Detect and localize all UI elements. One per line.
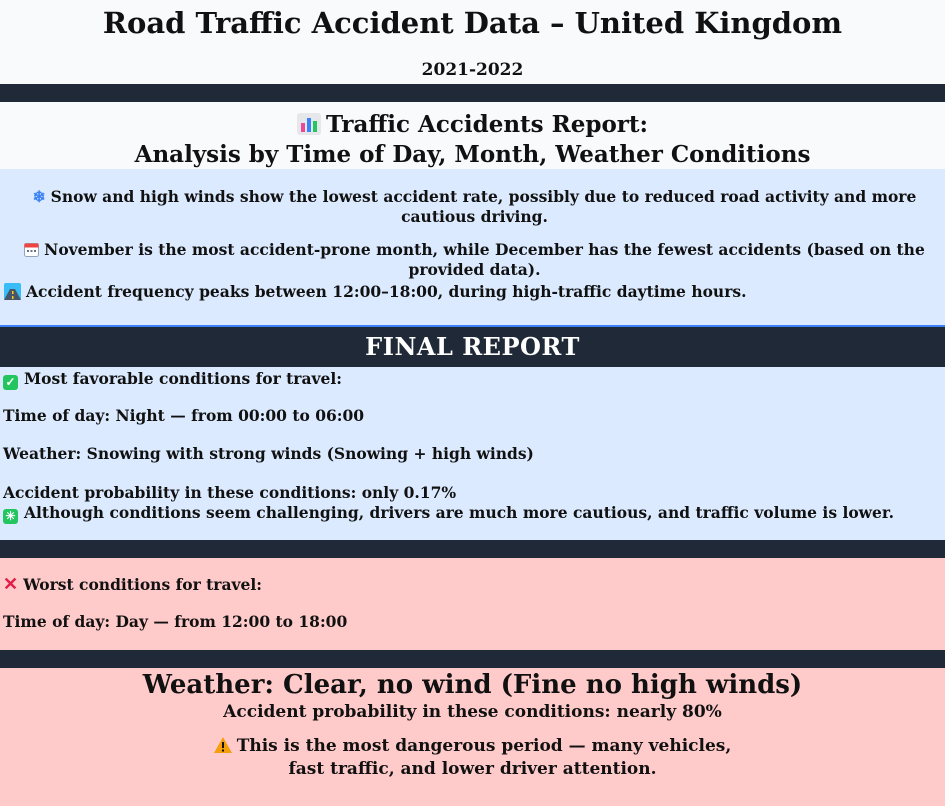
- best-probability: Accident probability in these conditions…: [3, 483, 457, 502]
- divider-bar: [0, 650, 945, 668]
- report-heading-line1: Traffic Accidents Report:: [325, 111, 649, 138]
- worst-conditions-section: ✕ Worst conditions for travel: Time of da…: [0, 558, 945, 650]
- divider-bar: [0, 84, 945, 102]
- sparkle-icon: ✳: [3, 509, 18, 524]
- insight-item: November is the most accident-prone mont…: [6, 240, 943, 280]
- worst-weather-section: Weather: Clear, no wind (Fine no high wi…: [0, 668, 945, 806]
- report-heading-line2: Analysis by Time of Day, Month, Weather …: [134, 141, 811, 168]
- page-title: Road Traffic Accident Data – United King…: [102, 6, 843, 40]
- period-label: 2021-2022: [421, 60, 524, 80]
- best-heading: ✓ Most favorable conditions for travel:: [3, 369, 342, 390]
- insight-item: Accident frequency peaks between 12:00–1…: [4, 282, 943, 302]
- calendar-icon: [24, 240, 40, 260]
- worst-heading: ✕ Worst conditions for travel:: [3, 574, 262, 595]
- insights-section: ❄ Snow and high winds show the lowest acc…: [0, 169, 945, 325]
- worst-weather: Weather: Clear, no wind (Fine no high wi…: [142, 670, 803, 700]
- warning-icon: [213, 735, 232, 758]
- page-header: Road Traffic Accident Data – United King…: [0, 0, 945, 84]
- worst-warning: This is the most dangerous period — many…: [0, 735, 945, 781]
- snowflake-icon: ❄: [32, 187, 46, 206]
- bar-chart-icon: [296, 111, 321, 138]
- final-report-banner: FINAL REPORT: [0, 325, 945, 367]
- best-conditions-section: ✓ Most favorable conditions for travel: T…: [0, 367, 945, 540]
- worst-probability: Accident probability in these conditions…: [223, 702, 722, 722]
- best-note: ✳ Although conditions seem challenging, d…: [3, 503, 894, 524]
- report-heading: Traffic Accidents Report: Analysis by Ti…: [0, 102, 945, 169]
- worst-time: Time of day: Day — from 12:00 to 18:00: [3, 612, 348, 631]
- cross-icon: ✕: [3, 574, 19, 595]
- road-icon: [4, 282, 21, 302]
- best-time: Time of day: Night — from 00:00 to 06:00: [3, 406, 365, 425]
- check-icon: ✓: [3, 375, 18, 390]
- divider-bar: [0, 540, 945, 558]
- insight-item: ❄ Snow and high winds show the lowest acc…: [32, 187, 917, 226]
- best-weather: Weather: Snowing with strong winds (Snow…: [3, 444, 534, 463]
